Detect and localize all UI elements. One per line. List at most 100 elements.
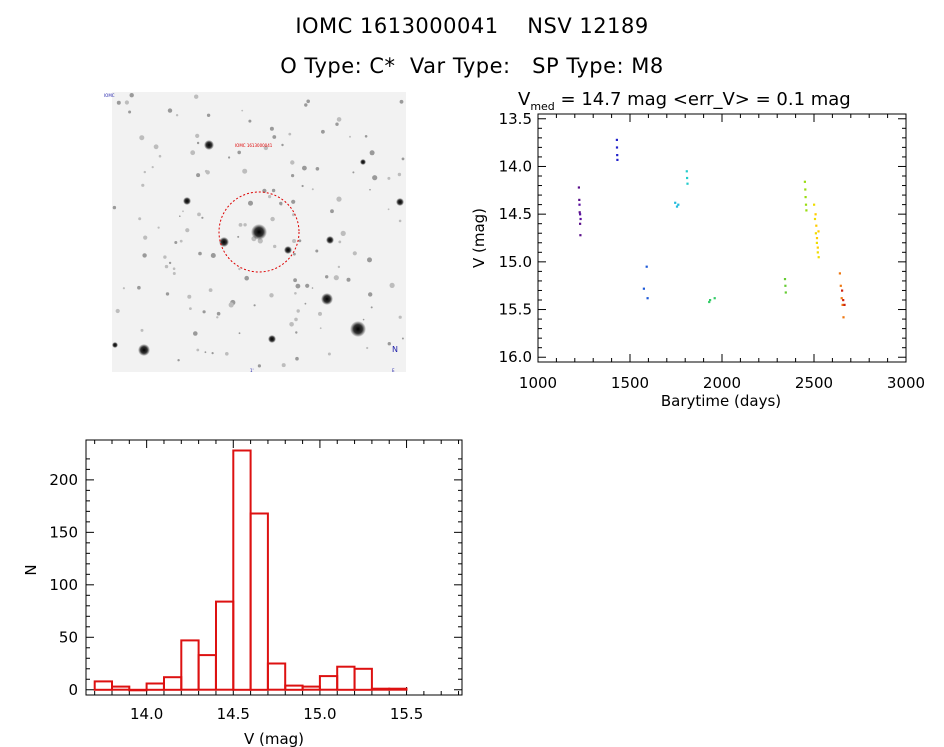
light-curve-point: [615, 138, 618, 141]
light-curve-point: [709, 299, 712, 302]
bright-star: [360, 159, 366, 165]
faint-star: [243, 223, 247, 227]
faint-star: [195, 133, 200, 138]
title-rest: = 14.7 mag <err_V> = 0.1 mag: [555, 89, 851, 110]
faint-star: [225, 352, 229, 356]
faint-star: [333, 275, 339, 281]
faint-star: [257, 364, 261, 368]
faint-star: [238, 223, 243, 227]
light-curve-point: [674, 201, 677, 204]
light-curve-point: [616, 154, 619, 157]
faint-star: [174, 241, 178, 244]
histogram-bar: [128, 688, 148, 692]
light-curve-point: [817, 230, 820, 233]
histogram-bar: [215, 600, 235, 691]
faint-star: [398, 219, 402, 223]
faint-star: [279, 201, 283, 206]
faint-star: [129, 93, 134, 98]
faint-star: [295, 356, 299, 361]
light-curve-xtick-label: 1000: [519, 374, 557, 392]
histogram-bar: [180, 639, 200, 691]
faint-star: [387, 342, 391, 346]
light-curve-point: [675, 205, 679, 208]
faint-star: [167, 108, 173, 113]
faint-star: [327, 352, 331, 356]
east-label: E: [392, 368, 395, 373]
faint-star: [137, 285, 141, 290]
faint-star: [325, 275, 329, 279]
histogram-ytick-label: 150: [49, 523, 78, 541]
faint-star: [179, 239, 183, 243]
corner-label-tl: IOMC: [104, 93, 115, 98]
light-curve-point: [616, 158, 619, 161]
faint-star: [292, 239, 297, 243]
faint-star: [196, 141, 200, 145]
light-curve-point: [816, 251, 819, 254]
faint-star: [193, 331, 198, 336]
histogram-bar: [284, 684, 304, 691]
faint-star: [291, 199, 296, 204]
light-curve-point: [815, 241, 818, 244]
faint-star: [397, 172, 402, 177]
histogram-bar: [388, 687, 408, 691]
bright-star: [396, 198, 404, 206]
faint-star: [369, 150, 375, 156]
faint-star: [190, 150, 196, 156]
light-curve-ylabel: V (mag): [470, 208, 488, 268]
histogram-bar: [301, 685, 321, 691]
light-curve-point: [813, 203, 816, 206]
light-curve-ytick-label: 14.0: [499, 157, 532, 175]
faint-star: [398, 315, 402, 319]
faint-star: [305, 283, 310, 288]
faint-star: [370, 306, 373, 309]
histogram-bar: [111, 685, 131, 691]
faint-star: [362, 318, 365, 321]
faint-star: [311, 188, 314, 191]
bright-star: [138, 344, 150, 356]
faint-star: [112, 205, 117, 210]
faint-star: [295, 331, 298, 334]
faint-star: [116, 100, 121, 105]
faint-star: [216, 311, 221, 316]
faint-star: [151, 166, 154, 169]
finder-stars: [112, 93, 405, 368]
faint-star: [336, 117, 342, 122]
finder-chart-image: IOMC 1613000041 IOMC N E 1': [104, 92, 406, 373]
faint-star: [206, 113, 211, 117]
histogram-frame: [85, 439, 463, 696]
light-curve-point: [579, 217, 582, 221]
faint-star: [248, 119, 252, 123]
histogram-bars: [93, 449, 408, 692]
scale-label: 1': [250, 368, 254, 373]
faint-star: [185, 228, 190, 233]
faint-star: [315, 249, 319, 253]
light-curve-point: [814, 213, 817, 216]
histogram-xtick-label: 15.0: [303, 705, 336, 723]
faint-star: [369, 188, 371, 191]
light-curve-point: [804, 203, 808, 206]
faint-star: [288, 132, 292, 136]
histogram-xtick-label: 14.0: [130, 705, 163, 723]
light-curve-point: [838, 272, 841, 275]
light-curve-point: [804, 188, 807, 191]
faint-star: [122, 287, 125, 290]
faint-star: [210, 253, 216, 258]
title-line-2: O Type: C* Var Type: SP Type: M8: [280, 54, 664, 78]
histogram-bar: [266, 662, 287, 691]
faint-star: [321, 129, 325, 134]
faint-star: [366, 346, 369, 350]
faint-star: [228, 302, 234, 308]
light-curve-xtick-label: 1500: [611, 374, 649, 392]
faint-star: [306, 99, 310, 104]
histogram-ytick-label: 200: [49, 471, 78, 489]
light-curve-point: [815, 237, 819, 240]
faint-star: [337, 265, 341, 269]
faint-star: [401, 157, 405, 161]
light-curve-point: [804, 196, 807, 199]
target-label: IOMC 1613000041: [235, 143, 273, 148]
faint-star: [196, 173, 201, 178]
histogram-bar: [163, 676, 183, 691]
faint-star: [157, 226, 160, 229]
light-curve-point: [784, 291, 787, 294]
faint-star: [273, 244, 277, 249]
